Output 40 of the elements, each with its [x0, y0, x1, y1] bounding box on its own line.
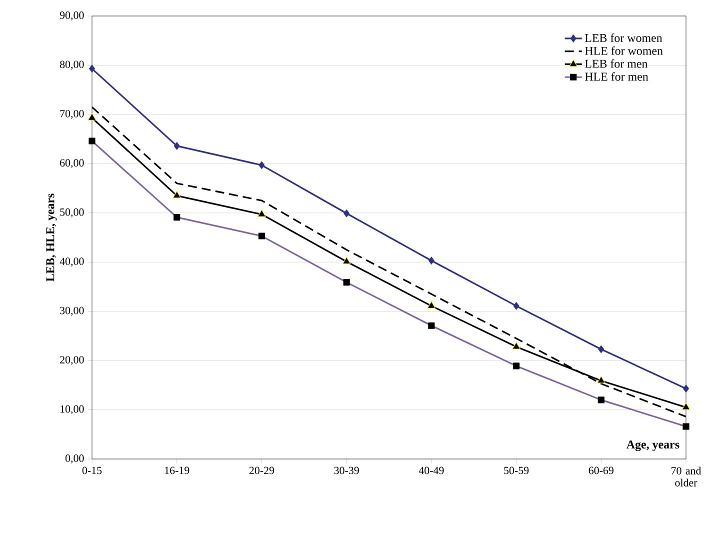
point: [682, 402, 690, 410]
legend-label: HLE for men: [584, 72, 648, 81]
y-axis-title: LEB, HLE, years: [46, 194, 57, 282]
point: [427, 301, 436, 308]
y-tick-label: 60,00: [60, 159, 84, 168]
point: [172, 190, 182, 198]
legend-label: LEB for women: [584, 33, 662, 42]
point: [342, 256, 351, 264]
x-tick-label: 20-29: [249, 466, 274, 474]
x-tick-label: 40-49: [418, 466, 444, 474]
point: [89, 64, 95, 73]
legend-label: HLE for women: [584, 46, 663, 55]
point: [513, 302, 520, 310]
point: [258, 161, 265, 170]
legend-label: LEB for men: [584, 59, 648, 68]
y-tick-label: 40,00: [60, 258, 84, 267]
y-tick-label: 0,00: [65, 454, 84, 464]
point: [258, 210, 266, 217]
point: [596, 376, 606, 384]
y-tick-label: 90,00: [60, 12, 84, 20]
x-tick-label: 50-59: [504, 466, 529, 474]
x-tick-label: 16-19: [165, 466, 190, 474]
y-tick-label: 30,00: [60, 306, 84, 316]
x-tick-label: 70 and older: [672, 466, 702, 486]
y-tick-label: 20,00: [60, 356, 84, 366]
x-tick-label: 0-15: [82, 466, 102, 474]
point: [88, 113, 96, 120]
point: [598, 345, 604, 354]
x-tick-label: 60-69: [588, 466, 614, 474]
y-tick-label: 80,00: [60, 60, 84, 70]
y-tick-label: 50,00: [60, 208, 84, 218]
point: [174, 142, 180, 150]
y-tick-label: 10,00: [60, 405, 84, 414]
y-tick-label: 70,00: [60, 110, 84, 119]
point: [512, 342, 520, 350]
x-axis-title: Age, years: [626, 440, 680, 452]
point: [683, 384, 689, 392]
x-tick-label: 30-39: [334, 466, 359, 474]
point: [428, 256, 434, 265]
point: [344, 209, 350, 218]
